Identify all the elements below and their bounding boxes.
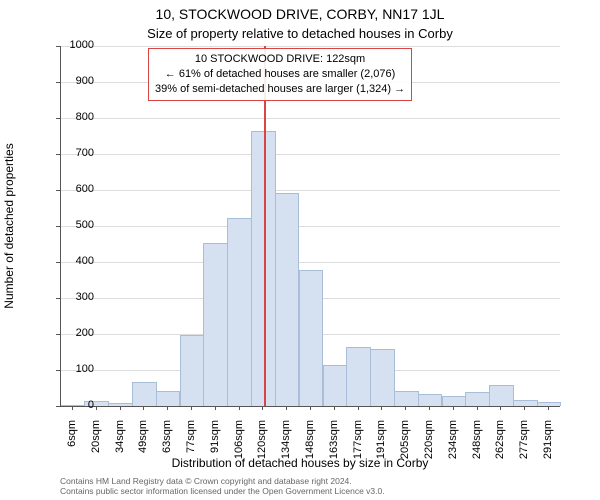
y-tick-label: 200: [54, 327, 94, 339]
attribution-line2: Contains public sector information licen…: [60, 486, 385, 496]
histogram-bar: [394, 391, 419, 406]
grid-line: [60, 262, 560, 263]
annotation-box: 10 STOCKWOOD DRIVE: 122sqm← 61% of detac…: [148, 48, 412, 101]
annotation-line: ← 61% of detached houses are smaller (2,…: [155, 67, 405, 82]
annotation-line: 10 STOCKWOOD DRIVE: 122sqm: [155, 52, 405, 67]
histogram-bar: [442, 396, 467, 406]
histogram-bar: [370, 349, 395, 406]
histogram-bar: [132, 382, 157, 406]
histogram-bar: [180, 335, 205, 406]
y-tick-label: 1000: [54, 39, 94, 51]
y-axis-label: Number of detached properties: [2, 143, 16, 308]
page-title-line1: 10, STOCKWOOD DRIVE, CORBY, NN17 1JL: [0, 6, 600, 22]
grid-line: [60, 226, 560, 227]
grid-line: [60, 118, 560, 119]
y-tick-label: 100: [54, 363, 94, 375]
histogram-bar: [156, 391, 181, 406]
y-tick-label: 700: [54, 147, 94, 159]
histogram-bar: [323, 365, 348, 406]
grid-line: [60, 46, 560, 47]
attribution-text: Contains HM Land Registry data © Crown c…: [60, 476, 560, 496]
y-tick-label: 800: [54, 111, 94, 123]
histogram-bar: [299, 270, 324, 406]
grid-line: [60, 154, 560, 155]
y-tick-label: 500: [54, 219, 94, 231]
histogram-bar: [203, 243, 228, 406]
x-axis-label: Distribution of detached houses by size …: [0, 456, 600, 470]
histogram-bar: [489, 385, 514, 406]
histogram-bar: [227, 218, 252, 406]
histogram-plot: 6sqm20sqm34sqm49sqm63sqm77sqm91sqm106sqm…: [60, 46, 560, 406]
y-tick-label: 900: [54, 75, 94, 87]
histogram-bar: [346, 347, 371, 406]
x-axis-line: [60, 406, 560, 407]
y-tick-label: 0: [54, 399, 94, 411]
histogram-bar: [275, 193, 300, 406]
annotation-line: 39% of semi-detached houses are larger (…: [155, 82, 405, 97]
grid-line: [60, 190, 560, 191]
y-tick-label: 300: [54, 291, 94, 303]
y-tick-label: 400: [54, 255, 94, 267]
histogram-bar: [465, 392, 490, 406]
y-tick-label: 600: [54, 183, 94, 195]
histogram-bar: [418, 394, 443, 406]
attribution-line1: Contains HM Land Registry data © Crown c…: [60, 476, 352, 486]
